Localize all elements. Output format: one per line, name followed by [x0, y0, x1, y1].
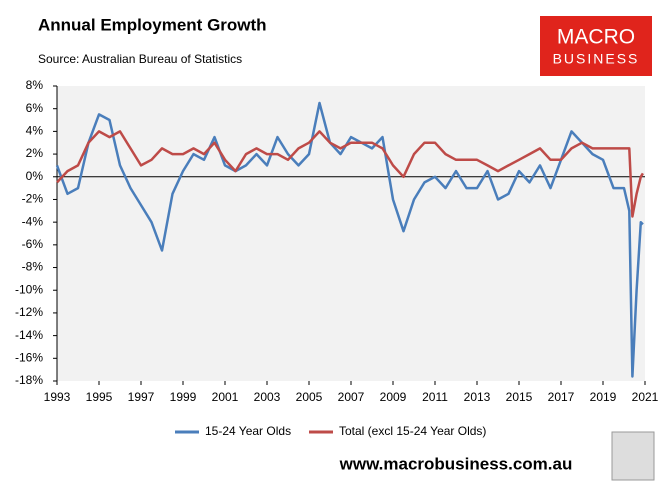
chart-title: Annual Employment Growth — [38, 15, 267, 34]
logo-text: BUSINESS — [553, 51, 640, 67]
plot-area — [57, 86, 645, 381]
x-tick-label: 2017 — [548, 390, 575, 404]
x-tick-label: 1995 — [86, 390, 113, 404]
fox-icon — [611, 431, 655, 481]
y-tick-label: -18% — [15, 373, 43, 387]
series-line — [55, 101, 644, 378]
x-tick-label: 2015 — [506, 390, 533, 404]
x-tick-label: 2019 — [590, 390, 617, 404]
y-tick-label: 4% — [26, 124, 44, 138]
y-tick-label: -2% — [22, 192, 44, 206]
logo-text: MACRO — [557, 26, 635, 49]
x-tick-label: 1999 — [170, 390, 197, 404]
chart-subtitle: Source: Australian Bureau of Statistics — [38, 52, 242, 66]
y-tick-label: -8% — [22, 260, 44, 274]
x-tick-label: 1993 — [44, 390, 71, 404]
logo-box — [540, 16, 652, 76]
x-tick-label: 2007 — [338, 390, 365, 404]
legend-label: 15-24 Year Olds — [205, 424, 291, 438]
x-tick-label: 2009 — [380, 390, 407, 404]
x-tick-label: 2003 — [254, 390, 281, 404]
y-tick-label: 2% — [26, 146, 44, 160]
y-tick-label: -12% — [15, 305, 43, 319]
y-tick-label: -4% — [22, 214, 44, 228]
x-tick-label: 2005 — [296, 390, 323, 404]
y-tick-label: -6% — [22, 237, 44, 251]
x-tick-label: 2013 — [464, 390, 491, 404]
y-tick-label: 0% — [26, 169, 44, 183]
y-tick-label: -10% — [15, 282, 43, 296]
legend-label: Total (excl 15-24 Year Olds) — [339, 424, 486, 438]
footer-url: www.macrobusiness.com.au — [339, 454, 573, 473]
y-tick-label: -14% — [15, 328, 43, 342]
x-tick-label: 2001 — [212, 390, 239, 404]
x-tick-label: 1997 — [128, 390, 155, 404]
y-tick-label: -16% — [15, 350, 43, 364]
y-tick-label: 6% — [26, 101, 44, 115]
x-tick-label: 2021 — [632, 390, 659, 404]
series-line — [56, 130, 644, 218]
x-tick-label: 2011 — [422, 390, 448, 404]
y-tick-label: 8% — [26, 78, 44, 92]
